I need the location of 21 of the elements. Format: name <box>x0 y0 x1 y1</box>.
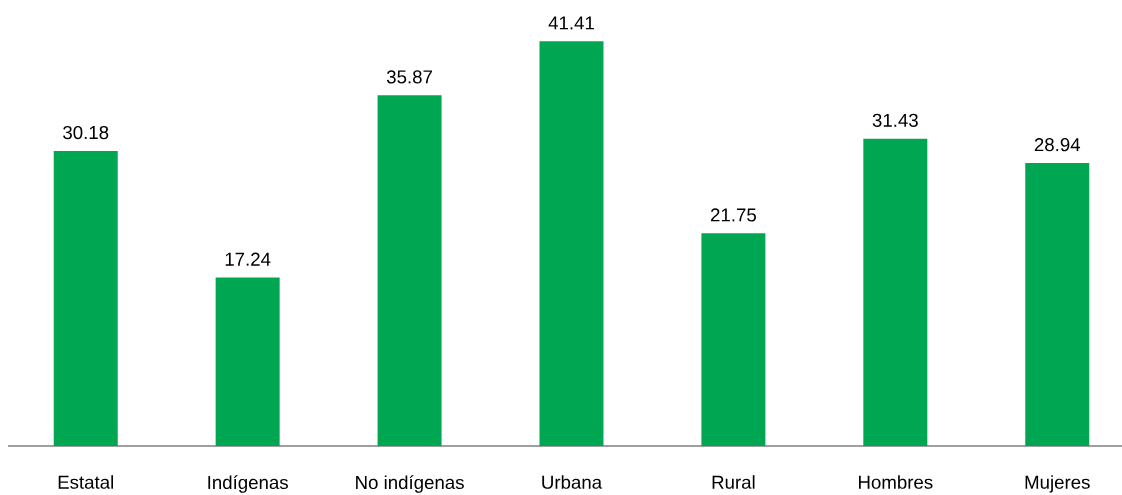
data-label: 41.41 <box>548 16 594 30</box>
x-tick-label: Mujeres <box>1025 475 1090 493</box>
x-tick-label: Indígenas <box>208 475 288 493</box>
x-tick-label: Estatal <box>58 475 114 489</box>
x-tick-label: Hombres <box>859 475 933 489</box>
bar <box>1025 163 1090 446</box>
x-tick-label: No indígenas <box>356 475 464 493</box>
bar <box>701 233 766 446</box>
data-label: 31.43 <box>872 113 918 127</box>
bar <box>863 138 928 446</box>
bar <box>53 150 118 446</box>
bar <box>539 41 604 446</box>
data-label: 17.24 <box>225 252 271 266</box>
x-tick-label: Rural <box>712 475 755 489</box>
x-tick-label: Urbana <box>542 475 603 489</box>
data-label: 28.94 <box>1034 138 1081 152</box>
bar <box>377 95 442 446</box>
data-label: 21.75 <box>710 208 756 222</box>
data-label: 35.87 <box>386 70 432 84</box>
data-label: 30.18 <box>63 125 109 140</box>
bar <box>215 277 280 446</box>
